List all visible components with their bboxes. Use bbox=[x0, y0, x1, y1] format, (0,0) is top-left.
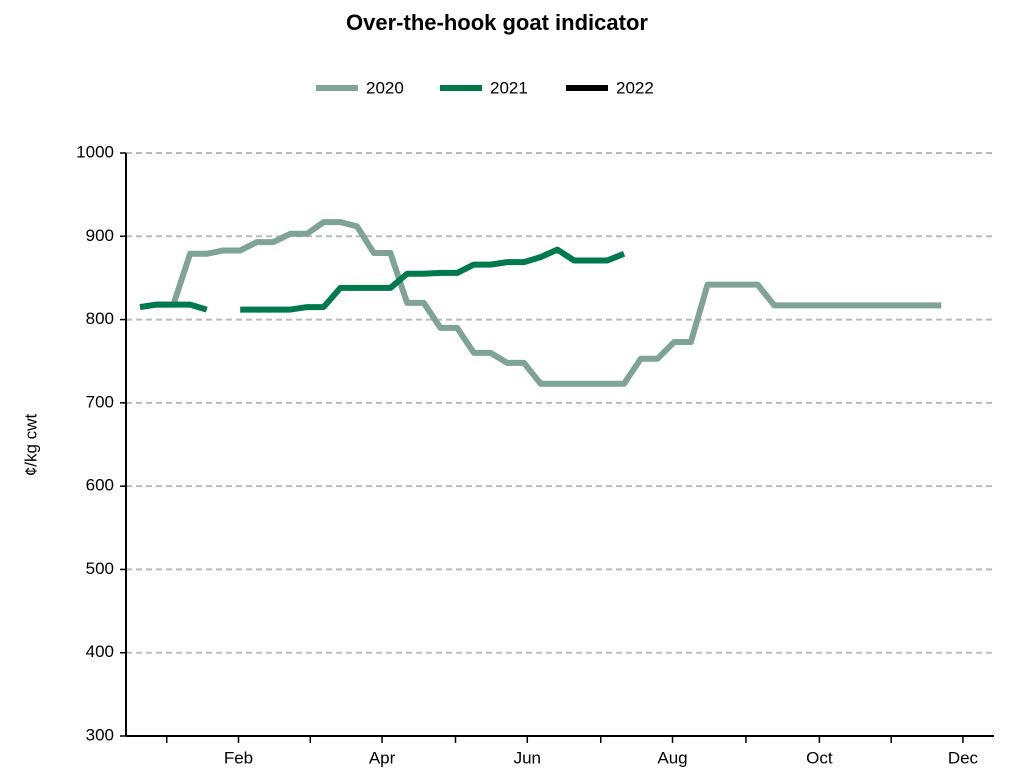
legend-label: 2020 bbox=[366, 78, 404, 97]
legend-label: 2021 bbox=[490, 78, 528, 97]
y-axis-label: ¢/kg cwt bbox=[21, 414, 40, 477]
y-tick-label: 300 bbox=[86, 725, 114, 744]
x-tick-label: Oct bbox=[806, 748, 833, 767]
x-tick-label: Feb bbox=[224, 748, 253, 767]
x-tick-label: Dec bbox=[948, 748, 979, 767]
x-tick-label: Jun bbox=[514, 748, 541, 767]
series-line bbox=[139, 246, 626, 313]
legend-label: 2022 bbox=[616, 78, 654, 97]
series-line bbox=[139, 219, 942, 387]
y-tick-label: 900 bbox=[86, 226, 114, 245]
x-tick-label: Aug bbox=[657, 748, 687, 767]
y-tick-label: 1000 bbox=[76, 142, 114, 161]
y-tick-label: 800 bbox=[86, 309, 114, 328]
chart-title: Over-the-hook goat indicator bbox=[346, 10, 648, 35]
y-tick-label: 500 bbox=[86, 559, 114, 578]
y-tick-label: 600 bbox=[86, 476, 114, 495]
x-tick-label: Apr bbox=[369, 748, 396, 767]
y-tick-label: 400 bbox=[86, 642, 114, 661]
y-tick-label: 700 bbox=[86, 392, 114, 411]
